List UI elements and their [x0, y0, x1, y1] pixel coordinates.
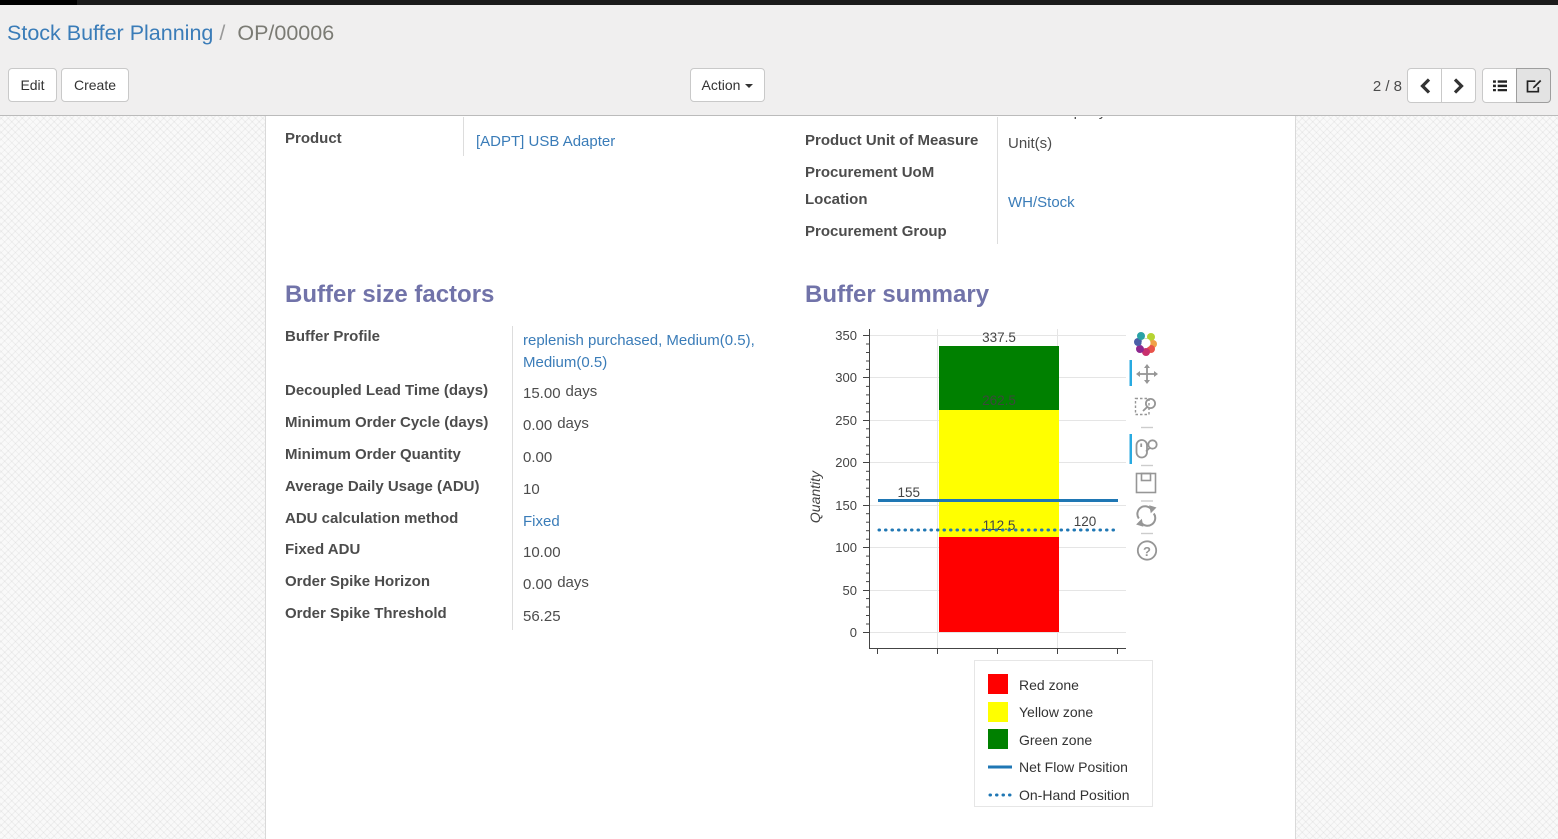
svg-text:262.5: 262.5 [982, 393, 1016, 408]
svg-text:250: 250 [835, 413, 857, 428]
svg-text:350: 350 [835, 328, 857, 343]
svg-text:Quantity: Quantity [807, 470, 823, 523]
svg-text:120: 120 [1074, 514, 1097, 529]
svg-text:155: 155 [897, 485, 920, 500]
svg-text:0: 0 [850, 625, 857, 640]
svg-text:337.5: 337.5 [982, 330, 1016, 345]
svg-text:150: 150 [835, 498, 857, 513]
svg-text:50: 50 [843, 583, 857, 598]
svg-text:200: 200 [835, 455, 857, 470]
svg-text:100: 100 [835, 540, 857, 555]
svg-text:300: 300 [835, 370, 857, 385]
svg-text:?: ? [1143, 544, 1151, 559]
